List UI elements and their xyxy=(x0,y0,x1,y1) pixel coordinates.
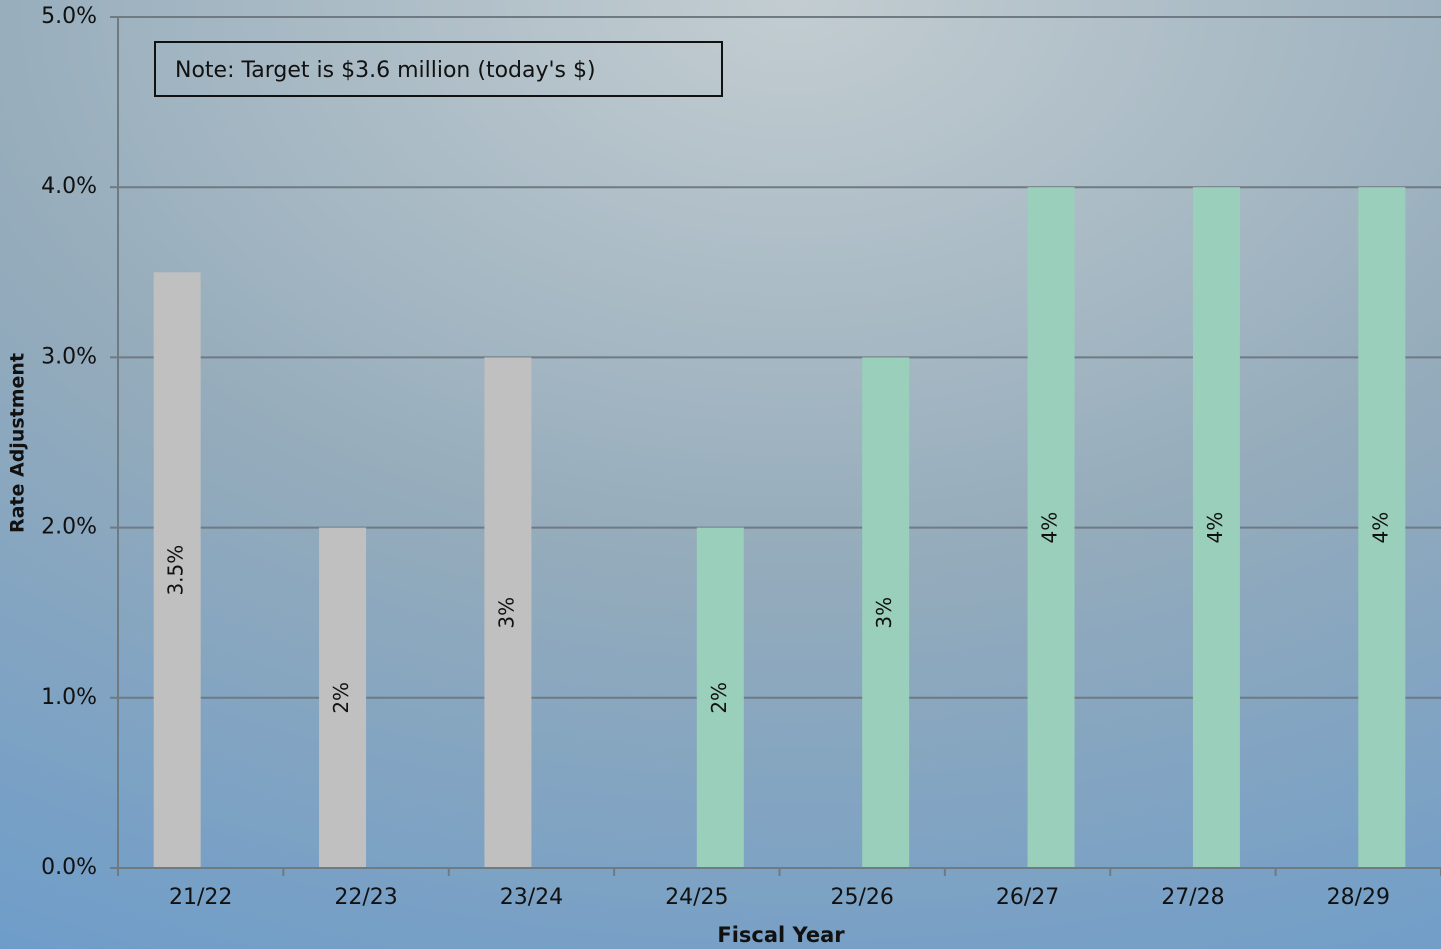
bar xyxy=(1358,187,1406,868)
x-tick-label: 25/26 xyxy=(830,885,893,910)
y-tick-label: 0.0% xyxy=(41,855,97,880)
x-tick-label: 27/28 xyxy=(1161,885,1224,910)
bar xyxy=(862,357,910,868)
bar xyxy=(1192,187,1240,868)
value-label: 3% xyxy=(494,597,518,629)
note-box xyxy=(154,41,723,97)
x-tick-label: 24/25 xyxy=(665,885,728,910)
y-tick-label: 5.0% xyxy=(41,4,97,29)
annotation: Note: Target is $3.6 million (today's $) xyxy=(175,58,596,83)
x-tick-label: 22/23 xyxy=(334,885,397,910)
y-tick-label: 4.0% xyxy=(41,174,97,199)
y-tick-label: 3.0% xyxy=(41,344,97,369)
x-tick-label: 26/27 xyxy=(996,885,1059,910)
bar xyxy=(1027,187,1075,868)
value-label: 4% xyxy=(1203,512,1227,544)
bar xyxy=(153,272,201,868)
y-tick-label: 2.0% xyxy=(41,515,97,540)
value-label: 2% xyxy=(707,682,731,714)
value-label: 4% xyxy=(1368,512,1392,544)
x-axis-title: Fiscal Year xyxy=(717,923,845,947)
value-label: 3.5% xyxy=(164,545,188,596)
y-axis-title: Rate Adjustment xyxy=(7,353,29,533)
bar xyxy=(484,357,532,868)
value-label: 4% xyxy=(1038,512,1062,544)
value-label: 3% xyxy=(872,597,896,629)
x-tick-label: 21/22 xyxy=(169,885,232,910)
x-tick-label: 23/24 xyxy=(500,885,563,910)
bar xyxy=(319,527,367,868)
bar xyxy=(696,527,744,868)
value-label: 2% xyxy=(329,682,353,714)
x-tick-label: 28/29 xyxy=(1327,885,1390,910)
y-tick-label: 1.0% xyxy=(41,685,97,710)
